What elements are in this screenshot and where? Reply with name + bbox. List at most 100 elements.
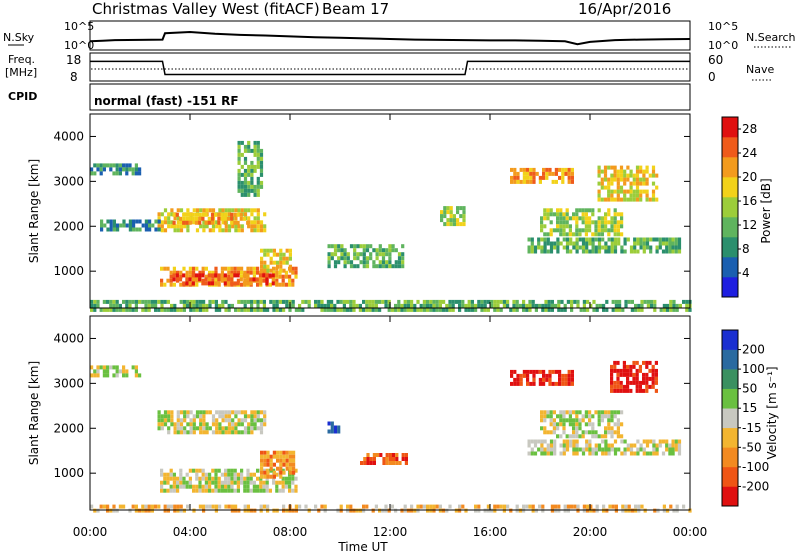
scatter-cell (556, 434, 560, 439)
scatter-cell (397, 260, 402, 265)
scatter-cell (333, 260, 338, 265)
scatter-cell (604, 212, 608, 217)
scatter-cell (645, 384, 649, 389)
scatter-cell (93, 163, 97, 168)
scatter-cell (282, 256, 286, 261)
scatter-cell (443, 210, 447, 215)
scatter-cell (543, 418, 547, 423)
scatter-cell (562, 447, 566, 452)
scatter-cell (179, 208, 184, 213)
scatter-cell (194, 216, 199, 221)
scatter-cell (115, 299, 119, 304)
scatter-cell (269, 458, 273, 463)
scatter-cell (619, 177, 624, 182)
scatter-cell (131, 299, 135, 304)
scatter-cell (249, 472, 253, 477)
scatter-cell (224, 468, 228, 473)
colorbar-segment (722, 388, 738, 409)
scatter-cell (189, 307, 193, 312)
scatter-cell (490, 508, 494, 513)
scatter-cell (96, 365, 100, 370)
scatter-cell (674, 245, 678, 250)
scatter-cell (194, 273, 199, 278)
scatter-cell (568, 410, 572, 415)
scatter-cell (588, 237, 592, 242)
scatter-cell (246, 480, 250, 485)
scatter-cell (493, 508, 497, 513)
scatter-cell (231, 410, 235, 415)
scatter-cell (661, 249, 666, 254)
scatter-cell (362, 260, 366, 265)
scatter-cell (220, 266, 224, 271)
scatter-cell (224, 208, 228, 213)
scatter-cell (237, 418, 241, 423)
scatter-cell (451, 307, 455, 312)
scatter-cell (102, 307, 106, 312)
scatter-cell (568, 224, 572, 229)
scatter-cell (330, 252, 334, 257)
scatter-cell (526, 369, 530, 374)
scatter-cell (568, 216, 572, 221)
scatter-cell (218, 422, 222, 427)
scatter-cell (486, 508, 490, 513)
scatter-cell (572, 410, 576, 415)
scatter-cell (118, 307, 122, 312)
scatter-cell (619, 169, 624, 174)
scatter-cell (115, 369, 119, 374)
scatter-cell (194, 220, 199, 225)
scatter-cell (674, 443, 678, 448)
scatter-cell (230, 484, 234, 489)
scatter-cell (176, 480, 180, 485)
scatter-cell (543, 245, 547, 250)
scatter-cell (224, 266, 228, 271)
scatter-cell (378, 248, 382, 253)
scatter-cell (198, 480, 202, 485)
scatter-cell (546, 447, 550, 452)
scatter-cell (374, 303, 378, 308)
scatter-cell (604, 414, 608, 419)
scatter-cell (620, 224, 624, 229)
scatter-cell (388, 461, 392, 465)
scatter-cell (157, 504, 161, 509)
scatter-cell (201, 472, 205, 477)
scatter-cell (109, 307, 113, 312)
scatter-cell (648, 173, 652, 178)
scatter-cell (128, 508, 132, 513)
scatter-cell (638, 384, 642, 389)
scatter-cell (565, 220, 569, 225)
scatter-cell (288, 278, 292, 283)
colorbar-segment (722, 277, 738, 298)
scatter-cell (397, 299, 401, 304)
scatter-cell (635, 173, 640, 178)
scatter-cell (362, 252, 366, 257)
nsearch-tick-bottom: 10^0 (708, 39, 738, 52)
scatter-cell (384, 303, 388, 308)
scatter-cell (602, 307, 606, 312)
scatter-cell (586, 508, 590, 513)
scatter-cell (588, 418, 592, 423)
scatter-cell (272, 480, 276, 485)
scatter-cell (603, 165, 608, 170)
scatter-cell (519, 373, 523, 378)
scatter-cell (260, 458, 264, 463)
scatter-cell (337, 260, 341, 265)
scatter-cell (230, 277, 234, 282)
freq-tick-top: 18 (66, 53, 81, 67)
colorbar-segment (722, 257, 738, 278)
scatter-cell (186, 303, 190, 308)
scatter-cell (613, 447, 618, 452)
scatter-cell (385, 457, 389, 461)
scatter-cell (211, 430, 216, 435)
scatter-cell (253, 168, 257, 173)
scatter-cell (474, 504, 478, 509)
scatter-cell (122, 167, 126, 172)
scatter-cell (211, 422, 216, 427)
scatter-cell (259, 228, 264, 233)
scatter-cell (426, 307, 430, 312)
scatter-cell (581, 245, 586, 250)
scatter-cell (230, 488, 234, 493)
scatter-cell (395, 461, 399, 465)
scatter-cell (233, 472, 237, 477)
scatter-cell (635, 165, 640, 170)
scatter-cell (96, 299, 100, 304)
